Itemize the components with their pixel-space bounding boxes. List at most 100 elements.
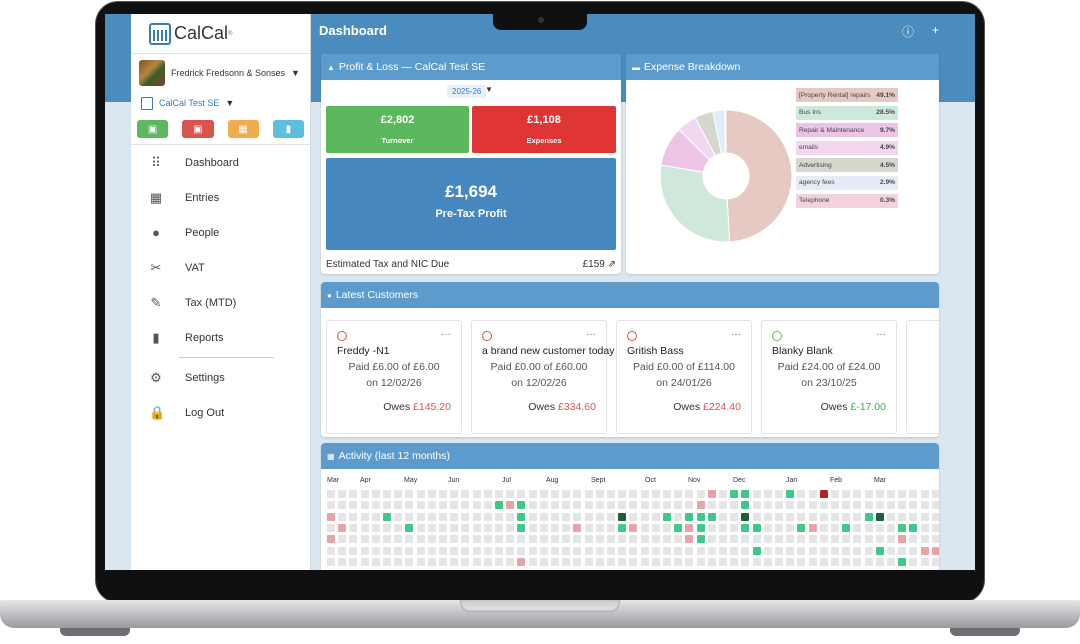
activity-day-cell[interactable] [517, 523, 526, 532]
activity-day-cell[interactable] [584, 490, 593, 498]
activity-day-cell[interactable] [651, 512, 660, 521]
activity-day-cell[interactable] [450, 523, 459, 532]
activity-day-cell[interactable] [584, 523, 593, 532]
activity-day-cell[interactable] [808, 501, 817, 510]
sidebar-item-reports[interactable]: ▮ Reports [131, 320, 310, 355]
activity-day-cell[interactable] [595, 546, 604, 555]
activity-day-cell[interactable] [786, 557, 795, 566]
activity-day-cell[interactable] [719, 535, 727, 544]
activity-day-cell[interactable] [618, 557, 627, 566]
activity-day-cell[interactable] [495, 523, 503, 532]
activity-day-cell[interactable] [707, 523, 716, 532]
expense-donut-chart[interactable] [656, 106, 796, 246]
activity-day-cell[interactable] [651, 523, 660, 532]
activity-day-cell[interactable] [483, 523, 492, 532]
activity-day-cell[interactable] [338, 535, 347, 544]
activity-day-cell[interactable] [920, 490, 929, 498]
activity-day-cell[interactable] [719, 512, 727, 521]
activity-day-cell[interactable] [551, 490, 559, 498]
activity-day-cell[interactable] [595, 512, 604, 521]
activity-day-cell[interactable] [618, 490, 627, 498]
activity-day-cell[interactable] [327, 501, 335, 510]
activity-day-cell[interactable] [450, 557, 459, 566]
activity-day-cell[interactable] [427, 557, 436, 566]
activity-day-cell[interactable] [506, 546, 515, 555]
activity-day-cell[interactable] [752, 501, 761, 510]
sidebar-item-log-out[interactable]: 🔒 Log Out [131, 395, 310, 430]
activity-day-cell[interactable] [349, 501, 358, 510]
activity-day-cell[interactable] [752, 523, 761, 532]
activity-day-cell[interactable] [864, 535, 873, 544]
activity-day-cell[interactable] [853, 523, 862, 532]
activity-day-cell[interactable] [842, 535, 851, 544]
activity-day-cell[interactable] [472, 535, 481, 544]
activity-day-cell[interactable] [461, 535, 470, 544]
activity-day-cell[interactable] [539, 512, 548, 521]
sidebar-item-entries[interactable]: ▦ Entries [131, 180, 310, 215]
activity-day-cell[interactable] [909, 490, 918, 498]
activity-day-cell[interactable] [741, 546, 750, 555]
activity-day-cell[interactable] [640, 557, 649, 566]
activity-day-cell[interactable] [730, 557, 739, 566]
activity-day-cell[interactable] [528, 535, 537, 544]
activity-day-cell[interactable] [528, 512, 537, 521]
activity-day-cell[interactable] [707, 501, 716, 510]
activity-day-cell[interactable] [416, 512, 425, 521]
activity-day-cell[interactable] [551, 523, 559, 532]
activity-day-cell[interactable] [461, 546, 470, 555]
activity-day-cell[interactable] [931, 512, 939, 521]
legend-item[interactable]: agency fees 2.9% [796, 175, 898, 190]
year-select[interactable]: 2025-26 [447, 85, 487, 98]
activity-day-cell[interactable] [842, 546, 851, 555]
activity-day-cell[interactable] [539, 557, 548, 566]
activity-day-cell[interactable] [371, 546, 380, 555]
activity-day-cell[interactable] [831, 523, 839, 532]
activity-day-cell[interactable] [898, 512, 907, 521]
activity-day-cell[interactable] [752, 512, 761, 521]
activity-day-cell[interactable] [663, 490, 671, 498]
customer-card[interactable]: ··· Gritish Bass Paid £0.00 of £114.00 on 2… [616, 320, 752, 434]
activity-day-cell[interactable] [506, 490, 515, 498]
expenses-tile[interactable]: £1,108 Expenses [472, 106, 616, 153]
activity-day-cell[interactable] [517, 535, 526, 544]
activity-day-cell[interactable] [439, 490, 447, 498]
activity-day-cell[interactable] [931, 557, 939, 566]
activity-day-cell[interactable] [383, 490, 391, 498]
activity-day-cell[interactable] [517, 557, 526, 566]
activity-day-cell[interactable] [629, 557, 638, 566]
activity-day-cell[interactable] [450, 512, 459, 521]
activity-day-cell[interactable] [909, 501, 918, 510]
activity-day-cell[interactable] [842, 490, 851, 498]
activity-day-cell[interactable] [371, 501, 380, 510]
turnover-tile[interactable]: £2,802 Turnover [326, 106, 469, 153]
activity-day-cell[interactable] [461, 490, 470, 498]
activity-day-cell[interactable] [416, 546, 425, 555]
activity-day-cell[interactable] [573, 490, 582, 498]
activity-day-cell[interactable] [562, 523, 571, 532]
activity-day-cell[interactable] [808, 523, 817, 532]
activity-day-cell[interactable] [931, 501, 939, 510]
document-button[interactable]: ▮ [272, 120, 304, 138]
activity-day-cell[interactable] [707, 557, 716, 566]
activity-day-cell[interactable] [808, 557, 817, 566]
activity-day-cell[interactable] [461, 501, 470, 510]
activity-day-cell[interactable] [584, 501, 593, 510]
activity-day-cell[interactable] [842, 523, 851, 532]
activity-day-cell[interactable] [405, 557, 414, 566]
activity-day-cell[interactable] [562, 512, 571, 521]
customer-card[interactable]: ··· Freddy -N1 Paid £6.00 of £6.00 on 12/02… [326, 320, 462, 434]
activity-day-cell[interactable] [763, 490, 772, 498]
activity-day-cell[interactable] [327, 523, 335, 532]
activity-day-cell[interactable] [360, 557, 369, 566]
activity-day-cell[interactable] [752, 490, 761, 498]
activity-day-cell[interactable] [640, 535, 649, 544]
activity-day-cell[interactable] [775, 512, 783, 521]
activity-day-cell[interactable] [696, 490, 705, 498]
sidebar-item-dashboard[interactable]: ⠿ Dashboard [131, 145, 310, 180]
activity-day-cell[interactable] [405, 490, 414, 498]
activity-day-cell[interactable] [741, 490, 750, 498]
activity-day-cell[interactable] [405, 535, 414, 544]
activity-day-cell[interactable] [349, 557, 358, 566]
activity-day-cell[interactable] [842, 501, 851, 510]
activity-day-cell[interactable] [685, 512, 694, 521]
